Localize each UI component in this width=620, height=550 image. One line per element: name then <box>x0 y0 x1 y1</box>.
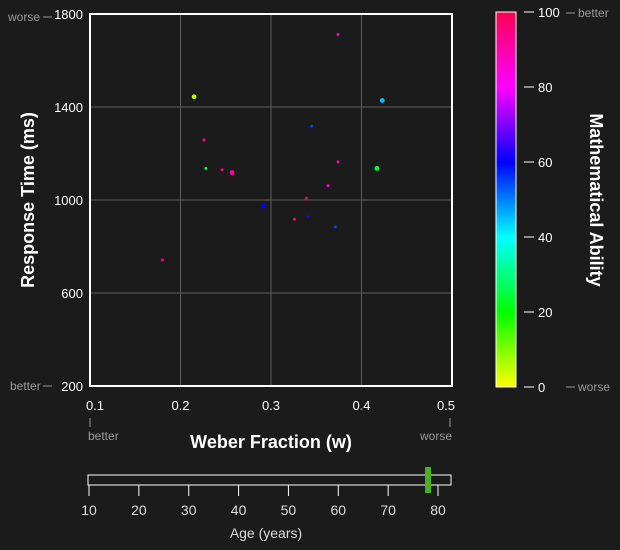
colorbar-ticks: 0 20 40 60 80 100 <box>524 5 560 395</box>
x-tick-label: 0.2 <box>171 398 189 413</box>
x-tick-label: 0.3 <box>262 398 280 413</box>
color-hint-top: better <box>578 6 609 20</box>
x-tick-labels: 0.1 0.2 0.3 0.4 0.5 <box>86 398 455 413</box>
data-point[interactable] <box>160 258 164 262</box>
x-axis-title: Weber Fraction (w) <box>190 432 352 452</box>
age-slider-handle[interactable] <box>425 467 432 493</box>
data-point[interactable] <box>333 225 337 229</box>
age-slider-tick-label: 10 <box>81 502 97 518</box>
age-slider[interactable]: 10 20 30 40 50 60 70 80 <box>81 467 452 518</box>
data-point[interactable] <box>304 196 308 200</box>
age-slider-track[interactable] <box>87 474 452 486</box>
age-slider-tick-label: 40 <box>231 502 247 518</box>
x-hint-left: better <box>88 429 119 443</box>
x-tick-label: 0.4 <box>352 398 370 413</box>
x-tick-label: 0.1 <box>86 398 104 413</box>
colorbar: 0 20 40 60 80 100 <box>495 5 560 395</box>
age-slider-tick-label: 30 <box>181 502 197 518</box>
colorbar-tick-label: 20 <box>538 305 552 320</box>
data-point[interactable] <box>379 98 385 103</box>
age-slider-tick-label: 70 <box>380 502 396 518</box>
data-point[interactable] <box>229 170 235 175</box>
plot-frame <box>89 13 453 387</box>
colorbar-tick-label: 60 <box>538 155 552 170</box>
y-tick-label: 200 <box>61 379 83 394</box>
age-slider-ticks: 10 20 30 40 50 60 70 80 <box>81 485 446 518</box>
colorbar-tick-label: 40 <box>538 230 552 245</box>
y-hint-top: worse <box>7 10 40 24</box>
x-tick-label: 0.5 <box>437 398 455 413</box>
age-slider-tick-label: 80 <box>430 502 446 518</box>
y-tick-label: 1000 <box>54 193 83 208</box>
y-hint-bottom: better <box>10 379 41 393</box>
data-point[interactable] <box>336 32 340 36</box>
y-axis-title: Response Time (ms) <box>18 112 38 288</box>
age-slider-label: Age (years) <box>230 525 302 541</box>
colorbar-tick-label: 80 <box>538 80 552 95</box>
colorbar-tick-label: 100 <box>538 5 560 20</box>
y-tick-label: 600 <box>61 286 83 301</box>
age-slider-tick-label: 60 <box>331 502 347 518</box>
data-point[interactable] <box>326 184 330 188</box>
plot-area <box>89 13 453 387</box>
y-tick-labels: 200 600 1000 1400 1800 <box>54 7 83 394</box>
age-slider-tick-label: 50 <box>281 502 297 518</box>
data-point[interactable] <box>261 203 267 209</box>
data-point[interactable] <box>202 138 206 142</box>
data-point[interactable] <box>336 160 340 164</box>
data-points <box>160 32 385 262</box>
y-tick-label: 1400 <box>54 100 83 115</box>
y-tick-label: 1800 <box>54 7 83 22</box>
colorbar-gradient <box>495 11 517 388</box>
x-hint-right: worse <box>419 429 452 443</box>
data-point[interactable] <box>220 168 224 172</box>
colorbar-tick-label: 0 <box>538 380 545 395</box>
data-point[interactable] <box>310 124 314 128</box>
data-point[interactable] <box>191 94 197 100</box>
data-point[interactable] <box>374 165 380 171</box>
data-point[interactable] <box>204 166 208 170</box>
color-hint-bottom: worse <box>577 380 610 394</box>
data-point[interactable] <box>293 217 297 221</box>
data-point[interactable] <box>306 215 310 219</box>
age-slider-tick-label: 20 <box>131 502 147 518</box>
colorbar-title: Mathematical Ability <box>586 113 606 286</box>
